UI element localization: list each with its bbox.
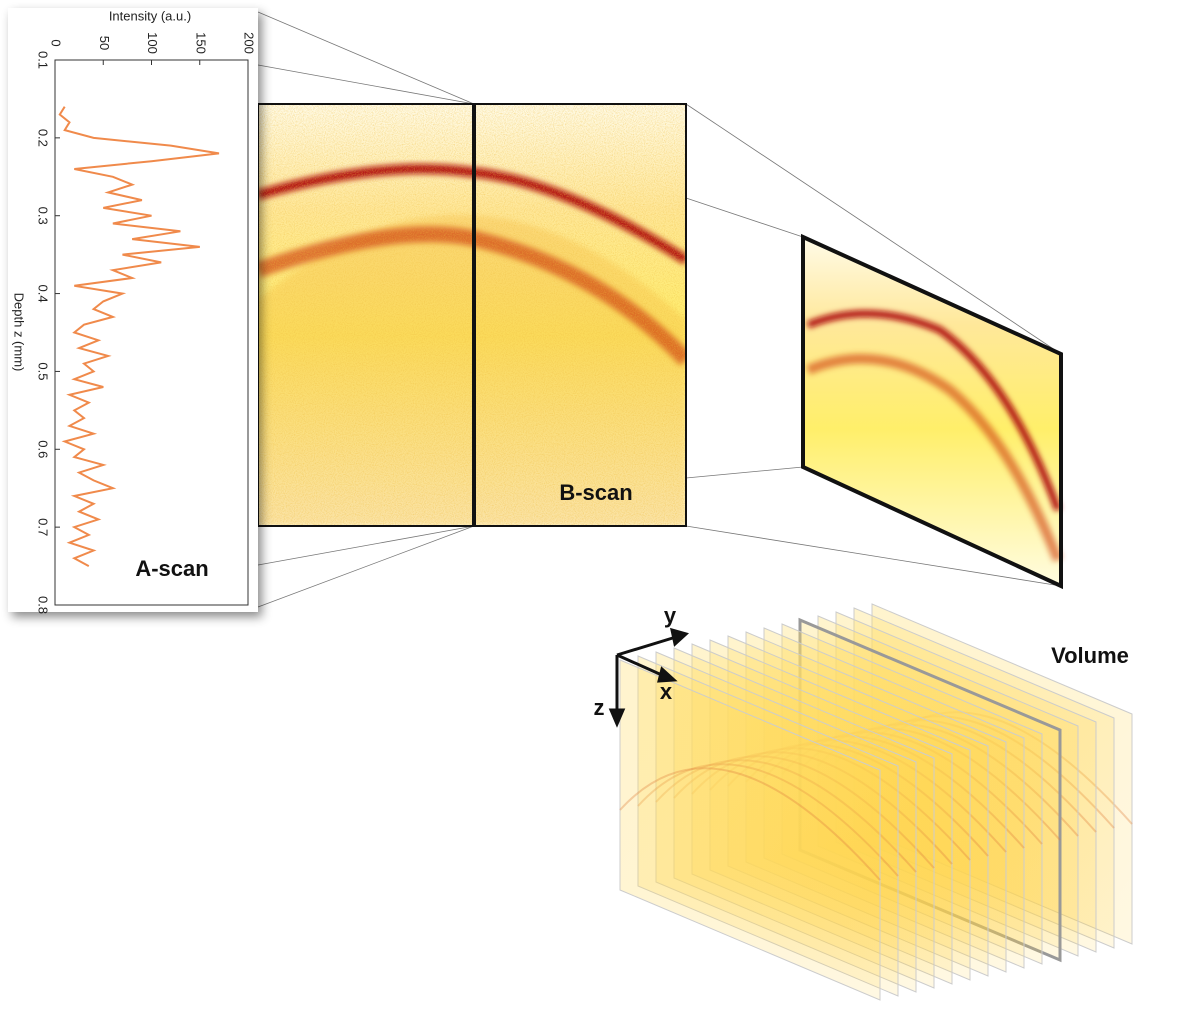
intensity-tick-label: 200 [242, 32, 257, 54]
intensity-axis-label: Intensity (a.u.) [109, 8, 191, 23]
slice-image [803, 237, 1061, 586]
depth-tick-label: 0.3 [36, 207, 51, 225]
intensity-tick-label: 50 [97, 36, 112, 50]
volume-label: Volume [1051, 643, 1129, 668]
depth-tick-label: 0.8 [36, 596, 51, 614]
axis-z-label: z [594, 695, 605, 720]
depth-tick-label: 0.4 [36, 285, 51, 303]
axis-y-label: y [664, 603, 677, 628]
depth-tick-label: 0.5 [36, 362, 51, 380]
figure: B-scan Volume y x z 0.1 0.2 0.3 0.4 0.5 0.6 0.… [0, 0, 1189, 1005]
depth-tick-label: 0.6 [36, 440, 51, 458]
intensity-tick-label: 100 [145, 32, 160, 54]
depth-tick-label: 0.7 [36, 518, 51, 536]
depth-tick-label: 0.2 [36, 129, 51, 147]
axis-x-label: x [660, 679, 673, 704]
depth-tick-label: 0.1 [36, 51, 51, 69]
intensity-tick-label: 0 [49, 39, 64, 46]
b-scan-label: B-scan [559, 480, 632, 505]
a-scan-label: A-scan [135, 556, 208, 581]
a-scan-line [472, 104, 476, 526]
intensity-tick-label: 150 [193, 32, 208, 54]
depth-axis-label: Depth z (mm) [12, 293, 27, 372]
